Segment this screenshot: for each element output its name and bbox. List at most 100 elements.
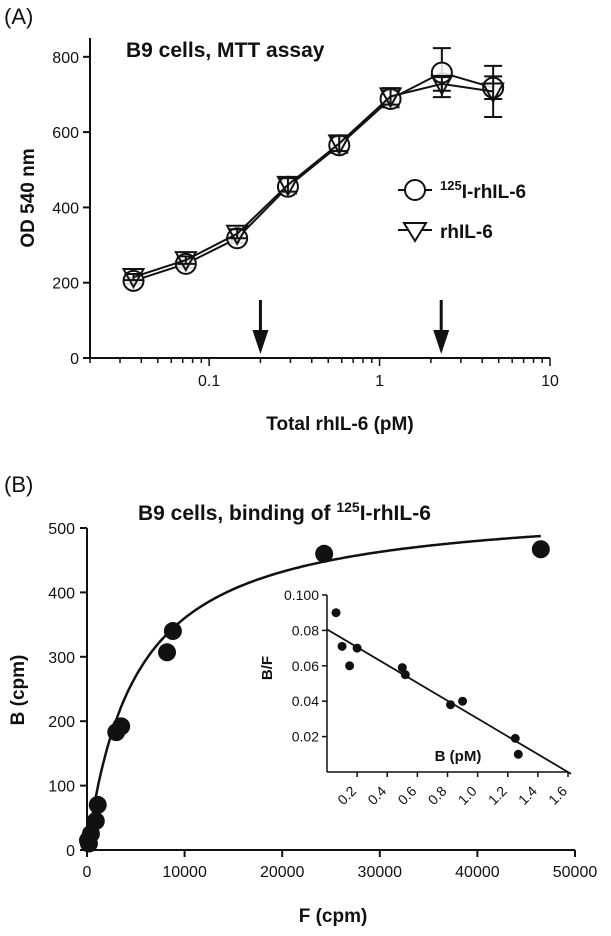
panel-b-label: (B) <box>4 472 33 497</box>
panel-b-title-suffix: I-rhIL-6 <box>360 502 431 525</box>
error-bar <box>432 76 451 92</box>
panel-b-points <box>78 540 550 853</box>
x-tick-label: 10000 <box>162 864 207 881</box>
inset-y-label: B/F <box>259 656 276 680</box>
x-tick-label: 0 <box>83 864 92 881</box>
data-point <box>112 717 131 736</box>
legend-label-125i-rhil6: 125I-rhIL-6 <box>440 178 526 203</box>
y-tick-label: 0 <box>66 843 75 860</box>
error-bar <box>124 273 143 282</box>
data-point <box>88 795 107 814</box>
y-tick-label: 600 <box>52 125 79 142</box>
panel-b-x-ticks: 0 10000 20000 30000 40000 50000 <box>83 850 598 881</box>
inset-y-tick-label: 0.100 <box>284 587 319 603</box>
arrow-marker <box>252 300 269 354</box>
legend-triangle-marker <box>402 222 428 243</box>
y-tick-label: 100 <box>48 779 75 796</box>
x-tick-label: 0.1 <box>198 373 220 390</box>
inset-data-point <box>337 641 347 651</box>
inset-data-point <box>352 643 362 653</box>
error-bar <box>228 228 247 240</box>
panel-a-y-label: OD 540 nm <box>18 148 39 247</box>
legend-name: I-rhIL-6 <box>462 182 526 203</box>
arrow-marker <box>433 300 450 354</box>
inset-x-tick-label: 0.4 <box>364 783 389 808</box>
panel-a: (A) B9 cells, MTT assay 0 200 400 600 800 0.… <box>4 4 559 435</box>
panel-a-y-ticks: 0 200 400 600 800 <box>52 50 90 368</box>
panel-a-legend: 125I-rhIL-6 rhIL-6 <box>398 178 526 243</box>
error-bar <box>484 64 503 119</box>
error-bar <box>176 255 195 265</box>
inset-y-tick-label: 0.02 <box>292 729 319 745</box>
panel-b-fit-curve <box>85 534 541 851</box>
inset-data-point <box>513 749 523 759</box>
inset-x-tick-label: 0.8 <box>425 783 450 808</box>
error-bar <box>278 177 297 193</box>
inset-x-ticks: 0.2 0.4 0.6 0.8 1.0 1.2 1.4 1.6 <box>334 772 570 808</box>
data-point-triangle <box>121 268 146 290</box>
legend-entry-rhil6: rhIL-6 <box>398 222 493 243</box>
panel-a-x-ticks: 0.1 1 10 <box>89 358 559 390</box>
x-tick-label: 50000 <box>553 864 598 881</box>
legend-circle-marker <box>404 179 426 201</box>
series-line <box>133 71 494 282</box>
data-point-triangle <box>327 134 351 156</box>
y-tick-label: 300 <box>48 650 75 667</box>
legend-superscript: 125 <box>440 178 462 193</box>
y-tick-label: 200 <box>48 714 75 731</box>
data-point <box>158 643 177 662</box>
x-tick-label: 1 <box>375 373 384 390</box>
x-tick-label: 30000 <box>358 864 403 881</box>
inset-data-point <box>458 696 468 706</box>
inset-data-point <box>397 663 407 673</box>
data-point <box>531 540 550 559</box>
panel-b-x-label: F (cpm) <box>299 906 368 927</box>
panel-a-title: B9 cells, MTT assay <box>126 39 325 62</box>
inset-y-ticks: 0.02 0.04 0.06 0.08 0.100 <box>284 587 327 745</box>
series-rhil6 <box>121 64 505 290</box>
y-tick-label: 800 <box>52 50 79 67</box>
inset-data-point <box>345 661 355 671</box>
y-tick-label: 0 <box>70 351 79 368</box>
inset-y-tick-label: 0.06 <box>292 658 319 674</box>
y-tick-label: 200 <box>52 276 79 293</box>
panel-b: (B) B9 cells, binding of 125I-rhIL-6 0 10… <box>4 472 597 927</box>
data-point <box>163 622 182 641</box>
data-point-triangle <box>481 82 505 104</box>
inset-plot: 0.02 0.04 0.06 0.08 0.100 0.2 0.4 0.6 0.8 1.0 1.2… <box>259 587 572 808</box>
legend-entry-125i-rhil6: 125I-rhIL-6 <box>398 178 526 203</box>
arrow-head <box>252 330 269 354</box>
inset-data-point <box>400 670 410 680</box>
inset-x-tick-label: 1.2 <box>485 783 510 808</box>
inset-x-label: B (pM) <box>435 748 482 765</box>
inset-y-tick-label: 0.04 <box>292 693 319 709</box>
data-point-triangle <box>276 175 300 197</box>
panel-a-series <box>121 47 505 292</box>
x-tick-label: 10 <box>541 373 559 390</box>
panel-b-y-ticks: 0 100 200 300 400 500 <box>48 521 87 860</box>
panel-a-label: (A) <box>4 4 33 29</box>
inset-x-tick-label: 0.2 <box>334 783 359 808</box>
data-point-triangle <box>225 224 249 246</box>
inset-data-point <box>510 733 520 743</box>
data-point-triangle <box>174 251 198 273</box>
inset-y-tick-label: 0.08 <box>292 622 319 638</box>
y-tick-label: 400 <box>48 585 75 602</box>
data-point-triangle <box>378 87 403 109</box>
panel-b-title-superscript: 125 <box>336 499 360 515</box>
inset-x-tick-label: 1.0 <box>455 783 480 808</box>
x-tick-label: 40000 <box>455 864 500 881</box>
panel-b-title-prefix: B9 cells, binding of <box>138 502 336 525</box>
arrow-head <box>433 330 450 354</box>
x-tick-label: 20000 <box>260 864 305 881</box>
inset-x-tick-label: 0.6 <box>394 783 419 808</box>
panel-b-y-label: B (cpm) <box>8 655 29 726</box>
inset-x-tick-label: 1.6 <box>545 783 570 808</box>
panel-a-x-label: Total rhIL-6 (pM) <box>266 414 413 435</box>
panel-b-title: B9 cells, binding of 125I-rhIL-6 <box>138 499 431 525</box>
inset-x-tick-label: 1.4 <box>515 783 540 808</box>
inset-data-point <box>331 608 341 618</box>
legend-label-rhil6: rhIL-6 <box>440 222 493 243</box>
data-point <box>86 812 105 831</box>
